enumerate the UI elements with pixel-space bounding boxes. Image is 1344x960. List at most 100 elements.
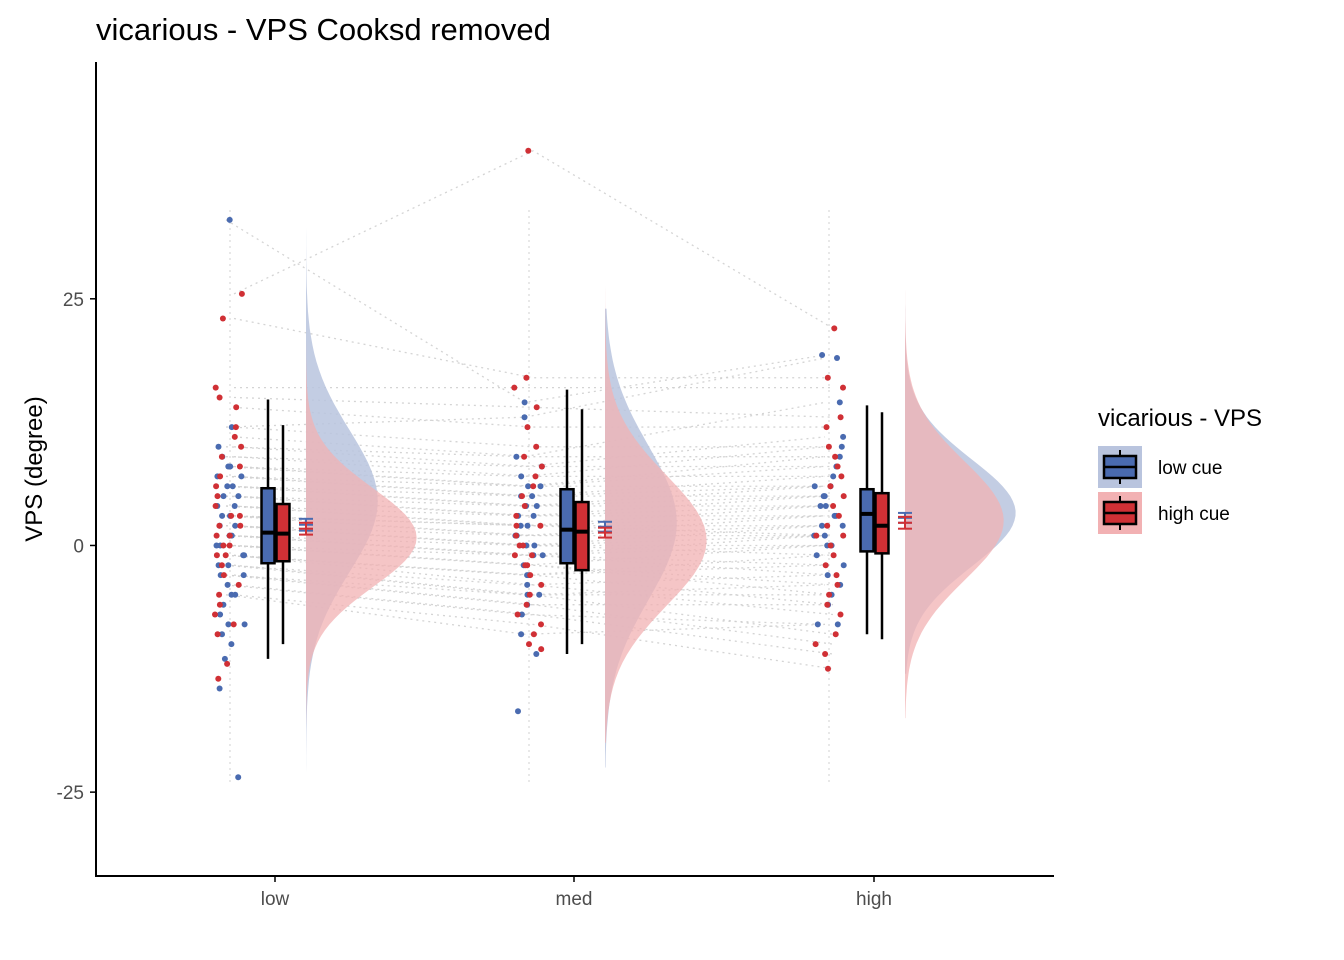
density-high-cue-med (605, 101, 707, 743)
data-point (817, 503, 824, 509)
data-point (511, 552, 518, 559)
data-point (226, 216, 233, 223)
subject-line (233, 475, 833, 497)
data-point (836, 399, 843, 406)
data-point (216, 394, 223, 401)
x-tick-label: high (856, 889, 892, 910)
data-point (235, 774, 242, 781)
data-point (813, 552, 820, 559)
chart-title: vicarious - VPS Cooksd removed (96, 12, 551, 47)
data-point (238, 473, 245, 480)
data-point (832, 453, 839, 460)
data-point (533, 443, 540, 450)
data-point (216, 522, 223, 529)
data-point (838, 473, 845, 480)
subject-line (225, 485, 826, 497)
data-point (215, 675, 222, 682)
data-point (824, 522, 831, 529)
subject-line (233, 317, 833, 379)
subject-line (233, 525, 834, 556)
data-point (513, 512, 520, 519)
data-point (521, 503, 528, 509)
subject-line (233, 495, 833, 517)
data-point (827, 542, 834, 549)
data-point (537, 522, 544, 529)
data-point (830, 552, 837, 559)
data-point (521, 453, 528, 460)
data-point (217, 473, 224, 480)
data-point (832, 631, 839, 638)
data-point (538, 621, 544, 628)
y-tick-label: 25 (63, 290, 84, 311)
data-point (520, 542, 527, 549)
data-point (513, 522, 520, 529)
data-point (837, 611, 844, 618)
data-point (827, 483, 834, 490)
data-point (532, 473, 539, 480)
data-point (235, 581, 242, 588)
data-point (236, 512, 243, 519)
data-point (218, 453, 225, 460)
data-point (219, 631, 225, 638)
data-point (824, 572, 831, 579)
data-point (824, 601, 831, 608)
data-point (834, 463, 841, 470)
data-point (530, 631, 537, 638)
data-point (236, 463, 243, 470)
data-point (814, 621, 821, 628)
data-point (533, 651, 540, 657)
data-point (531, 542, 538, 549)
data-point (822, 562, 829, 569)
box-high-cue-high (874, 491, 890, 555)
density-high-cue-low (306, 259, 417, 724)
y-ticks: -25 0 25 (57, 290, 96, 804)
x-tick-label: low (261, 889, 290, 910)
subject-line (225, 525, 826, 537)
data-point (235, 493, 242, 500)
data-point (811, 483, 818, 490)
data-point (214, 631, 221, 638)
subject-line (233, 574, 834, 645)
data-point (538, 581, 545, 588)
data-point (836, 453, 843, 460)
subject-line (233, 534, 834, 566)
data-point (213, 532, 220, 539)
y-axis-title: VPS (degree) (21, 396, 48, 541)
data-point (822, 503, 829, 509)
box-low-cue-med (559, 487, 575, 565)
data-point (821, 493, 828, 500)
subject-line (233, 396, 834, 418)
data-point (518, 611, 525, 618)
data-point (538, 646, 545, 653)
data-point (822, 651, 829, 657)
data-point (226, 532, 233, 539)
data-point (222, 552, 229, 559)
axes: -25 0 25 low med high (57, 62, 1054, 910)
subject-line (233, 594, 834, 670)
data-point (524, 424, 531, 431)
data-point (212, 503, 219, 509)
data-point (514, 611, 521, 618)
data-point (521, 414, 528, 421)
data-point (231, 433, 238, 440)
data-point (526, 591, 533, 598)
data-point (213, 542, 220, 549)
data-point (216, 591, 223, 598)
data-point (838, 443, 845, 450)
subject-line (233, 554, 834, 616)
data-point (837, 414, 844, 421)
data-point (212, 611, 218, 618)
data-point (225, 562, 232, 569)
subject-line (233, 584, 834, 655)
data-point (511, 384, 518, 391)
subject-line (233, 456, 833, 478)
data-point (825, 443, 832, 450)
data-point (224, 660, 231, 667)
data-point (230, 621, 237, 628)
data-point (840, 384, 846, 391)
data-point (835, 512, 842, 519)
data-point (226, 542, 233, 549)
subject-line (225, 465, 826, 487)
data-point (213, 552, 220, 559)
